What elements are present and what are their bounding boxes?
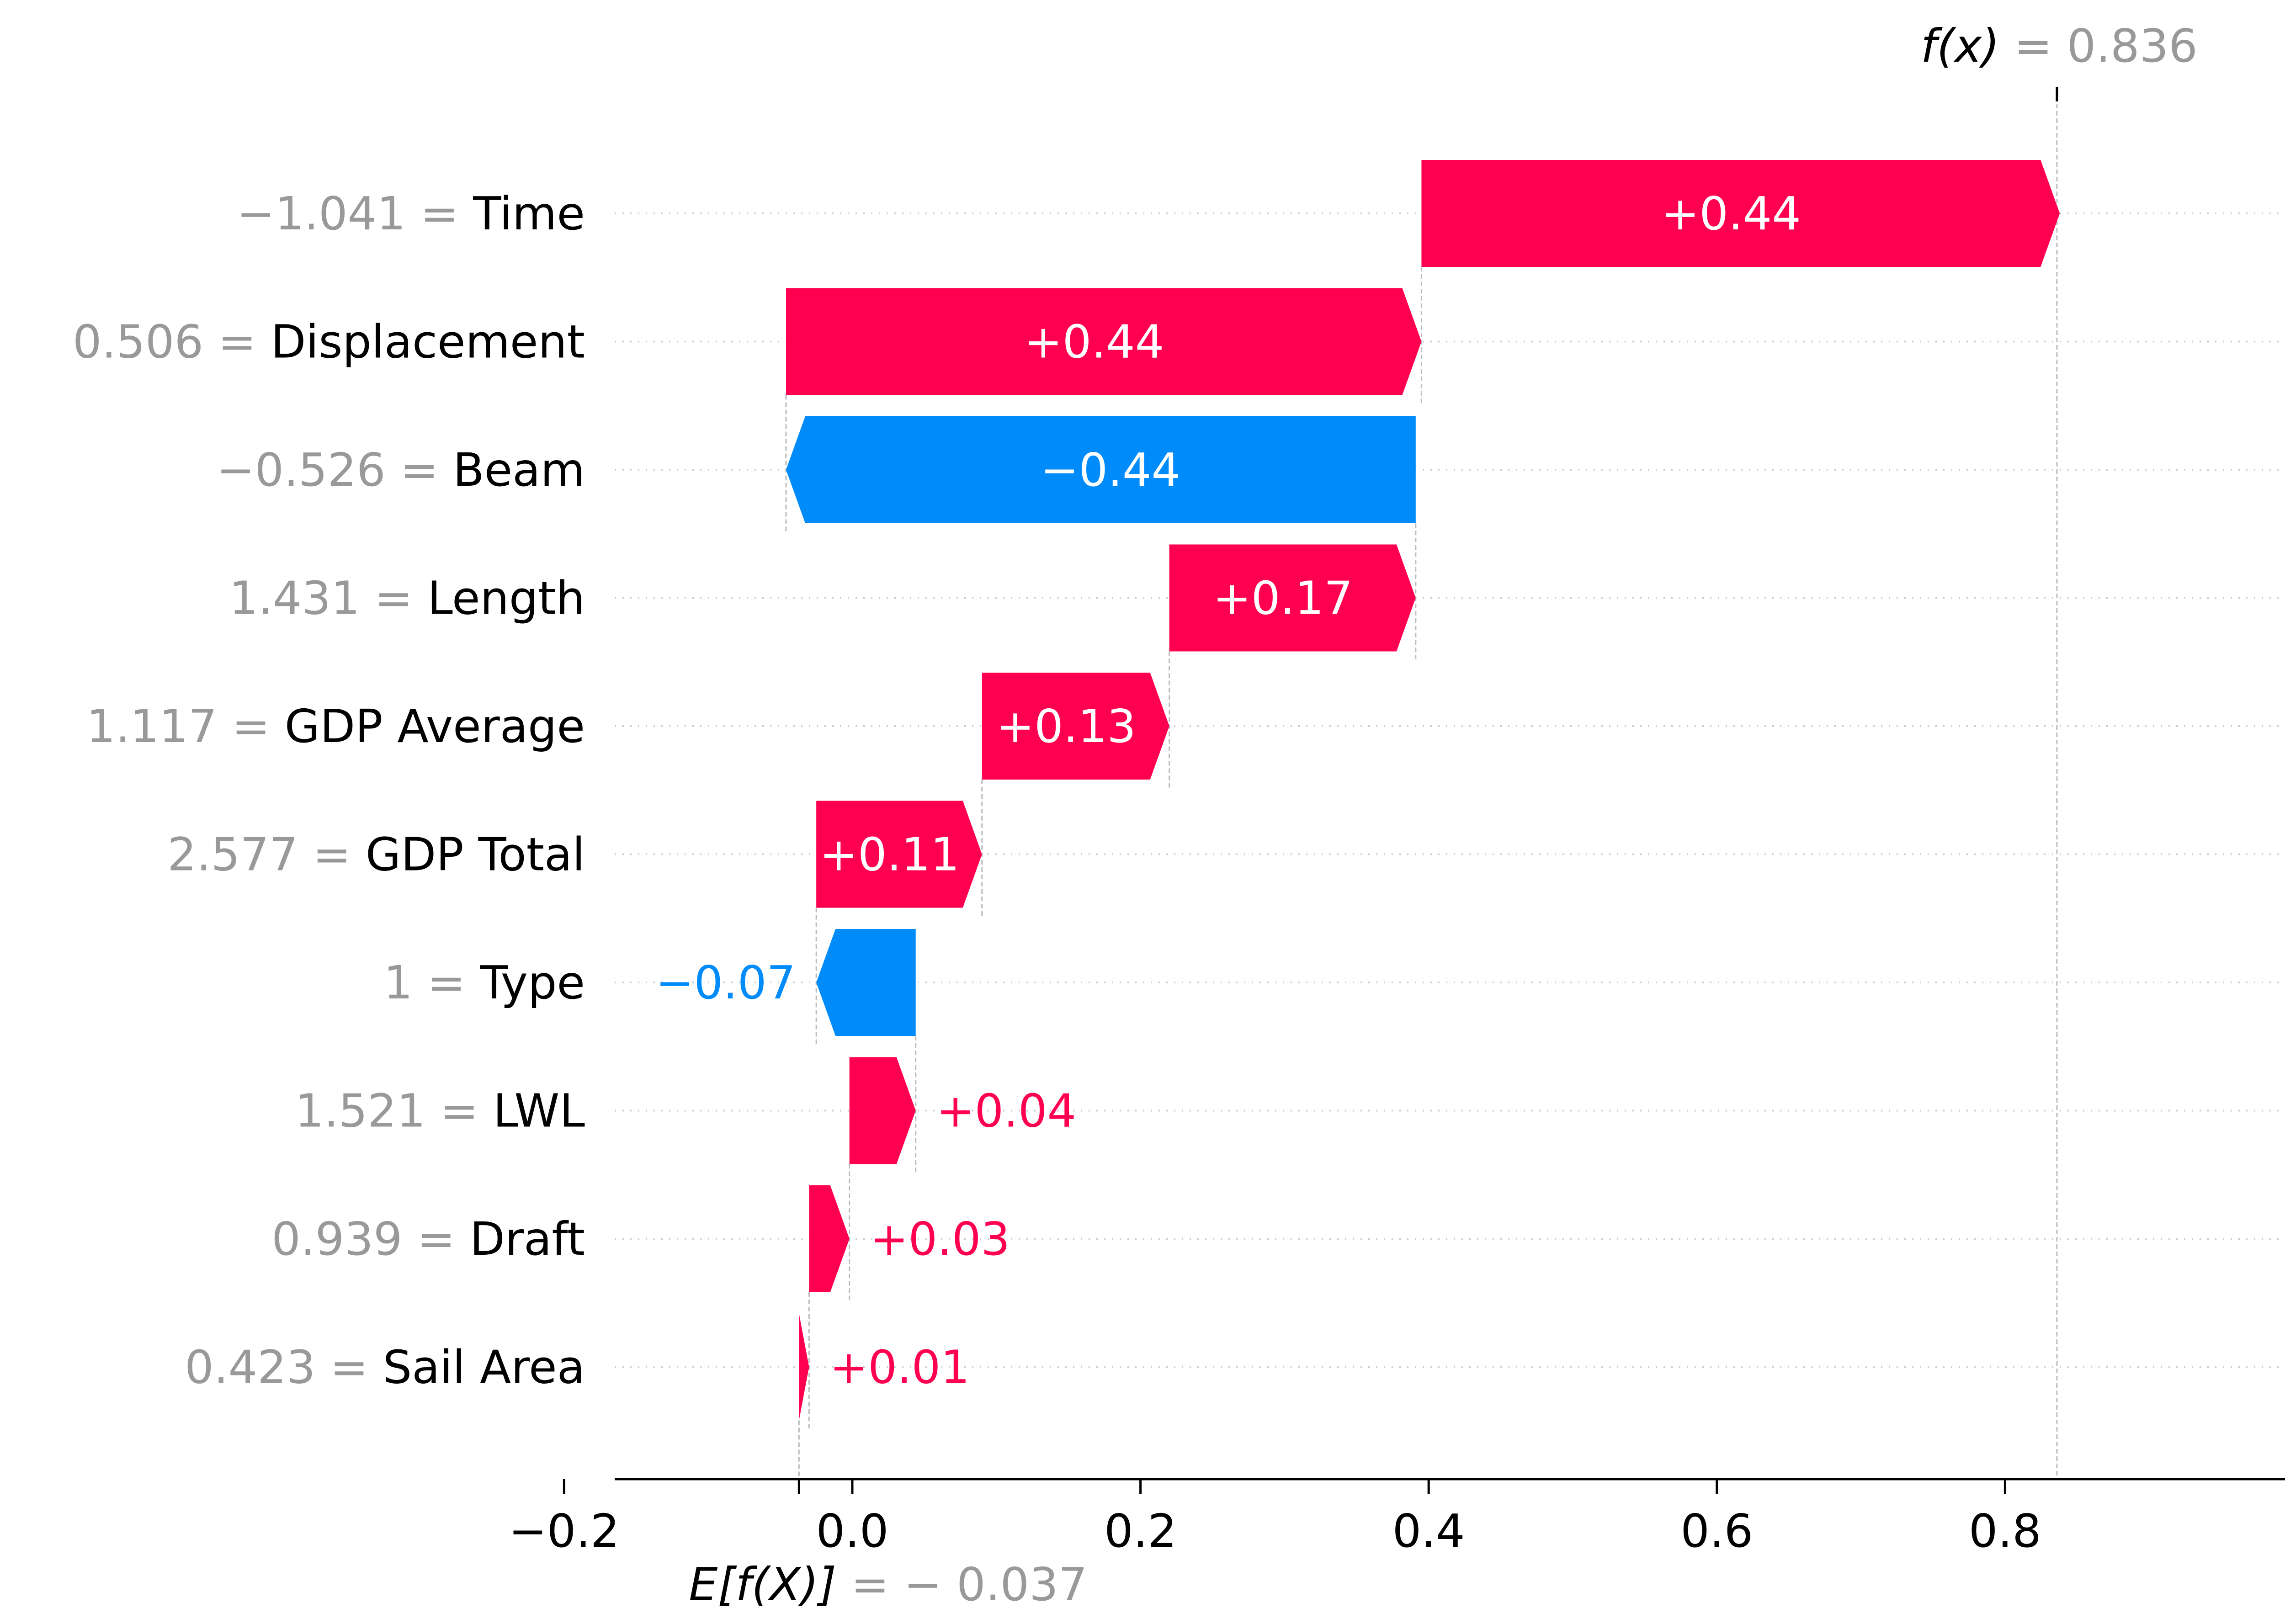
feature-label: 1.521 = LWL [295,1084,585,1138]
connector-lines [785,89,2058,1479]
feature-value: 1.431 = [229,572,427,625]
contribution-bar [799,1313,809,1421]
contribution-label: +0.13 [996,700,1136,753]
contribution-label: +0.03 [870,1212,1010,1266]
contribution-bar [786,416,1416,523]
contribution-label: +0.44 [1024,315,1164,369]
feature-name: Type [479,956,585,1009]
contribution-bars: +0.44 +0.44 −0.44 +0.17 +0.13 +0.11 −0.07 +0.04… [656,160,2060,1421]
feature-label: 0.506 = Displacement [73,315,585,369]
feature-label: 1.117 = GDP Average [86,700,585,753]
feature-value: 0.939 = [271,1212,470,1266]
feature-name: Sail Area [383,1341,585,1394]
x-tick-label: 0.2 [1104,1504,1177,1558]
feature-name: Time [473,187,585,240]
base-value-annotation: E[f(X)] = − 0.037 [689,1558,1087,1611]
contribution-label: +0.04 [936,1084,1076,1138]
feature-value: 2.577 = [167,828,366,881]
feature-label: −0.526 = Beam [217,443,585,497]
contribution-bar [816,929,916,1036]
base-label: E[f(X)] [689,1558,836,1611]
feature-value: 1 = [383,956,480,1009]
feature-label: −1.041 = Time [237,187,585,240]
final-label: f(x) [1921,19,1999,73]
contribution-label: +0.11 [819,828,959,881]
contribution-label: +0.44 [1661,187,1801,240]
contribution-bar [982,673,1169,780]
feature-label: 1.431 = Length [229,572,585,625]
final-value-text: = 0.836 [1999,19,2198,73]
feature-label: 0.939 = Draft [271,1212,585,1266]
feature-labels: −1.041 = Time 0.506 = Displacement −0.526 … [73,187,585,1394]
contribution-bar [786,288,1422,395]
feature-name: LWL [493,1084,585,1138]
x-tick-label: 0.0 [816,1504,888,1558]
feature-value: −0.526 = [217,443,453,497]
contribution-bar [809,1185,850,1292]
feature-name: Beam [453,443,585,497]
feature-label: 0.423 = Sail Area [185,1341,585,1394]
contribution-bar [816,801,982,908]
feature-name: Displacement [271,315,585,369]
contribution-bar [1169,544,1416,652]
contribution-label: +0.17 [1213,572,1353,625]
contribution-bar [849,1057,916,1164]
contribution-label: −0.44 [1041,443,1180,497]
feature-label: 1 = Type [383,956,585,1009]
x-tick-label: 0.4 [1392,1504,1465,1558]
feature-name: Length [427,572,585,625]
contribution-label: +0.01 [829,1341,969,1394]
x-tick-label: 0.8 [1969,1504,2041,1558]
feature-value: 0.506 = [73,315,271,369]
feature-value: 1.117 = [86,700,285,753]
feature-value: 0.423 = [185,1341,383,1394]
final-value-annotation: f(x) = 0.836 [1921,19,2198,73]
feature-label: 2.577 = GDP Total [167,828,585,881]
expected-and-output-annotations: f(x) = 0.836 E[f(X)] = − 0.037 [689,19,2198,1611]
feature-name: GDP Total [366,828,585,881]
contribution-bar [1421,160,2060,267]
feature-name: GDP Average [285,700,585,753]
feature-name: Draft [470,1212,585,1266]
contribution-label: −0.07 [656,956,796,1009]
feature-value: −1.041 = [237,187,473,240]
x-tick-label: 0.6 [1680,1504,1753,1558]
x-axis: −0.2 0.0 0.2 0.4 0.6 0.8 [509,1478,2285,1558]
base-value-text: = − 0.037 [836,1558,1087,1611]
x-tick-label: −0.2 [509,1504,620,1558]
feature-value: 1.521 = [295,1084,493,1138]
